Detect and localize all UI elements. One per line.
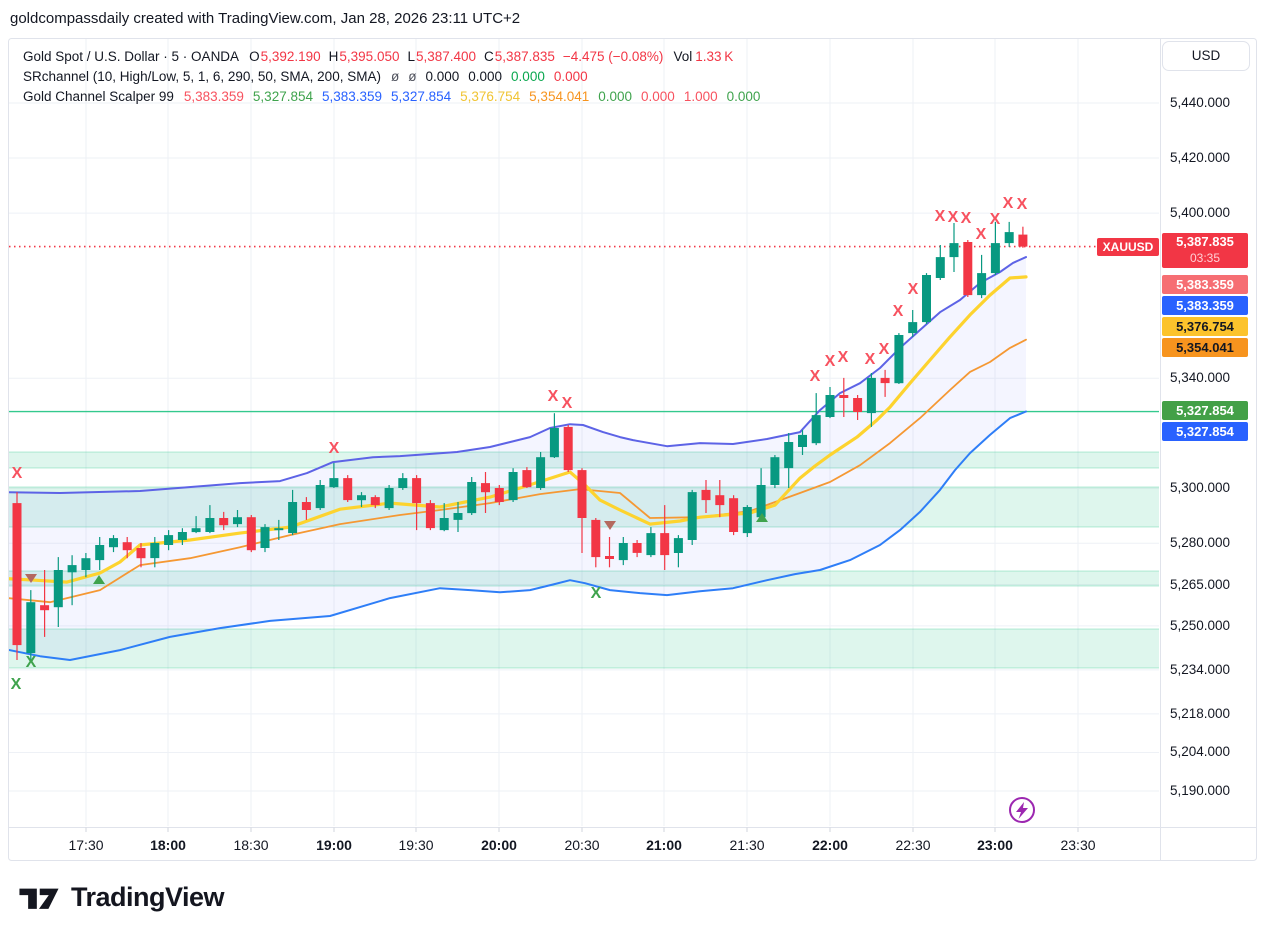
price-axis-label: 5,234.000 bbox=[1170, 661, 1231, 677]
legend-value: 5,327.854 bbox=[252, 89, 313, 104]
svg-text:X: X bbox=[893, 303, 904, 320]
legend-value: 0.000 bbox=[553, 69, 588, 84]
time-axis-label: 23:00 bbox=[977, 837, 1013, 853]
price-axis-label: 5,250.000 bbox=[1170, 617, 1231, 633]
legend-value: ø bbox=[408, 69, 417, 84]
svg-text:X: X bbox=[865, 351, 876, 368]
svg-text:X: X bbox=[1003, 195, 1014, 212]
svg-text:X: X bbox=[329, 440, 340, 457]
legend-value: Gold Channel Scalper 99 bbox=[23, 89, 174, 104]
legend-value: 5,395.050 bbox=[339, 49, 400, 64]
indicator-price-badge: 5,327.854 bbox=[1162, 401, 1248, 420]
indicator-price-badge: 5,376.754 bbox=[1162, 317, 1248, 336]
price-axis-label: 5,218.000 bbox=[1170, 705, 1231, 721]
tradingview-logo-text: TradingView bbox=[71, 882, 225, 912]
time-axis-label: 21:30 bbox=[729, 837, 765, 853]
time-axis-label: 20:30 bbox=[564, 837, 600, 853]
indicator-price-badge: 5,383.359 bbox=[1162, 296, 1248, 315]
tradingview-logo[interactable]: TradingView bbox=[18, 882, 225, 913]
bar-countdown: 03:35 bbox=[1189, 251, 1221, 265]
svg-text:X: X bbox=[908, 281, 919, 298]
legend-value: Gold Spot / U.S. Dollar · 5 · OANDA bbox=[23, 49, 240, 64]
price-axis-label: 5,440.000 bbox=[1170, 95, 1231, 110]
legend-value: 5,392.190 bbox=[260, 49, 321, 64]
svg-text:X: X bbox=[1017, 196, 1028, 213]
legend-value: 0.000 bbox=[726, 89, 761, 104]
time-axis-label: 22:30 bbox=[895, 837, 931, 853]
svg-text:X: X bbox=[12, 465, 23, 482]
svg-text:X: X bbox=[948, 209, 959, 226]
price-axis-label: 5,300.000 bbox=[1170, 480, 1231, 496]
legend-value: ø bbox=[390, 69, 400, 84]
svg-text:X: X bbox=[11, 676, 22, 693]
legend-value: C bbox=[484, 49, 494, 64]
indicator-price-badge: 5,354.041 bbox=[1162, 338, 1248, 357]
legend-value: 5,376.754 bbox=[460, 89, 521, 104]
svg-text:X: X bbox=[990, 211, 1001, 228]
price-axis-label: 5,190.000 bbox=[1170, 783, 1231, 798]
price-axis-label: 5,265.000 bbox=[1170, 576, 1231, 592]
svg-text:X: X bbox=[562, 395, 573, 412]
legend-value: 1.33 K bbox=[695, 49, 734, 64]
indicator-price-badge: 5,383.359 bbox=[1162, 275, 1248, 294]
legend-value: 5,354.041 bbox=[529, 89, 590, 104]
legend-value: Vol bbox=[673, 49, 693, 64]
legend-symbol-row[interactable]: Gold Spot / U.S. Dollar · 5 · OANDA O5,39… bbox=[23, 47, 760, 67]
price-axis-label: 5,400.000 bbox=[1170, 205, 1231, 221]
flash-icon bbox=[1009, 797, 1035, 823]
time-axis-label: 23:30 bbox=[1060, 837, 1096, 853]
legend-value: 0.000 bbox=[425, 69, 460, 84]
legend-srchannel-row[interactable]: SRchannel (10, High/Low, 5, 1, 6, 290, 5… bbox=[23, 67, 760, 87]
time-axis-label: 18:00 bbox=[150, 837, 186, 853]
svg-text:X: X bbox=[935, 208, 946, 225]
legend-value: 5,387.835 bbox=[494, 49, 555, 64]
legend-value: SRchannel (10, High/Low, 5, 1, 6, 290, 5… bbox=[23, 69, 381, 84]
svg-text:X: X bbox=[976, 226, 987, 243]
legend-value: 5,327.854 bbox=[391, 89, 452, 104]
legend-value: −4.475 (−0.08%) bbox=[562, 49, 664, 64]
svg-text:X: X bbox=[961, 210, 972, 227]
legend-value: 0.000 bbox=[468, 69, 503, 84]
legend-value: 1.000 bbox=[683, 89, 718, 104]
currency-toggle-button[interactable]: USD bbox=[1162, 41, 1250, 71]
price-axis-label: 5,204.000 bbox=[1170, 744, 1231, 760]
svg-text:X: X bbox=[838, 349, 849, 366]
legend-value: 5,383.359 bbox=[183, 89, 244, 104]
legend-value: H bbox=[328, 49, 339, 64]
time-axis-label: 20:00 bbox=[481, 837, 517, 853]
last-price-badge: 5,387.835 03:35 bbox=[1162, 233, 1248, 268]
legend-value: O bbox=[249, 49, 260, 64]
chart-legend: Gold Spot / U.S. Dollar · 5 · OANDA O5,39… bbox=[23, 47, 760, 107]
svg-text:X: X bbox=[548, 388, 559, 405]
legend-value: 5,387.400 bbox=[415, 49, 477, 64]
svg-text:X: X bbox=[591, 585, 602, 602]
svg-text:X: X bbox=[879, 341, 890, 358]
last-price-value: 5,387.835 bbox=[1176, 234, 1234, 249]
price-axis-label: 5,420.000 bbox=[1170, 150, 1231, 166]
legend-value: L bbox=[407, 49, 415, 64]
time-axis-label: 21:00 bbox=[646, 837, 682, 853]
time-axis-label: 17:30 bbox=[68, 837, 104, 853]
time-axis-label: 18:30 bbox=[233, 837, 269, 853]
legend-value: 5,383.359 bbox=[321, 89, 383, 104]
time-axis-label: 19:30 bbox=[398, 837, 434, 853]
chart-attribution-note: goldcompassdaily created with TradingVie… bbox=[10, 10, 521, 27]
time-axis-label: 22:00 bbox=[812, 837, 848, 853]
indicator-price-badge: 5,327.854 bbox=[1162, 422, 1248, 441]
time-axis-label: 19:00 bbox=[316, 837, 352, 853]
svg-text:X: X bbox=[825, 353, 836, 370]
svg-text:X: X bbox=[26, 654, 37, 671]
tradingview-logo-icon bbox=[19, 888, 59, 909]
symbol-tag: XAUUSD bbox=[1097, 238, 1159, 256]
price-axis-label: 5,340.000 bbox=[1170, 370, 1231, 386]
svg-text:X: X bbox=[810, 368, 821, 385]
price-axis-label: 5,280.000 bbox=[1170, 535, 1231, 551]
legend-scalper-row[interactable]: Gold Channel Scalper 99 5,383.359 5,327.85… bbox=[23, 87, 760, 107]
legend-value: 0.000 bbox=[511, 69, 545, 84]
legend-value: 0.000 bbox=[641, 89, 675, 104]
legend-value: 0.000 bbox=[598, 89, 633, 104]
